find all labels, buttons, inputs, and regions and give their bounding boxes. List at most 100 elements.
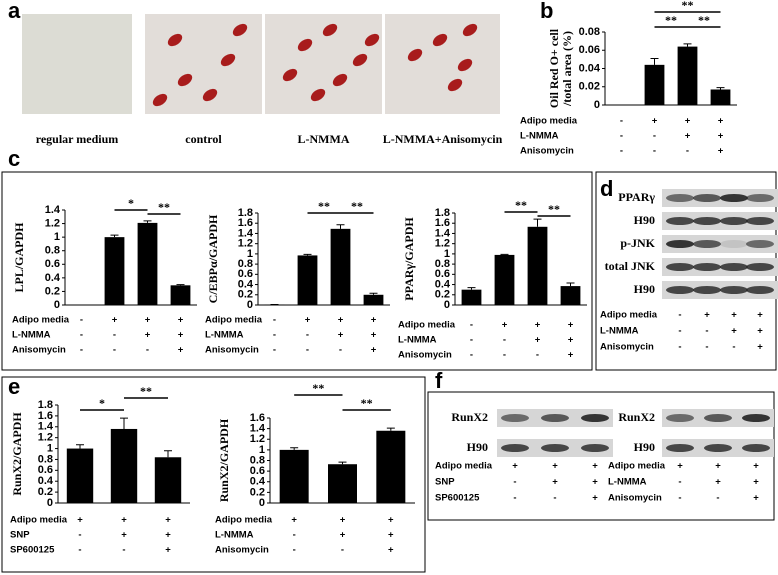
bar — [104, 237, 125, 305]
condition-name: L-NMMA — [215, 530, 254, 541]
y-tick-label: 0 — [54, 299, 60, 311]
condition-name: Anisomycin — [608, 493, 662, 504]
condition-name: Adipo media — [520, 116, 578, 127]
panel-c-frame — [1, 171, 593, 371]
blot-band — [581, 414, 609, 422]
y-tick-label: 0.4 — [38, 475, 54, 487]
condition-name: Anisomycin — [600, 342, 654, 353]
condition-sign: + — [178, 315, 184, 326]
condition-sign: + — [145, 315, 151, 326]
condition-sign: + — [338, 315, 344, 326]
stained-cell — [447, 78, 463, 92]
y-axis-label: RunX2/GAPDH — [217, 418, 231, 502]
y-tick-label: 0.06 — [579, 44, 600, 56]
y-tick-label: 1.8 — [435, 207, 450, 219]
condition-sign: + — [704, 310, 710, 321]
condition-sign: + — [592, 477, 598, 488]
error-bar — [120, 417, 128, 429]
blot-band — [693, 194, 721, 202]
error-bar — [336, 224, 345, 229]
y-tick-label: 0.2 — [38, 486, 53, 498]
condition-sign: + — [178, 345, 184, 356]
y-tick-label: 1.4 — [38, 421, 54, 433]
blot-band — [742, 414, 770, 422]
micrograph — [385, 14, 500, 114]
y-tick-label: 0.2 — [238, 289, 253, 301]
y-tick-label: 0.8 — [238, 258, 253, 270]
condition-name: SNP — [435, 477, 455, 488]
band-label: p-JNK — [620, 236, 655, 250]
condition-name: Adipo media — [205, 315, 263, 326]
bar — [170, 285, 191, 305]
image-caption: L-NMMA — [298, 132, 350, 146]
error-bar — [566, 282, 575, 287]
condition-sign: + — [502, 320, 508, 331]
y-tick-label: 0 — [259, 497, 265, 509]
error-bar — [110, 234, 119, 238]
condition-sign: - — [470, 320, 473, 331]
panel-e-frame — [1, 376, 426, 573]
error-bar — [716, 87, 725, 90]
condition-name: L-NMMA — [12, 330, 51, 341]
error-bar — [683, 43, 692, 47]
condition-sign: - — [653, 146, 656, 157]
y-tick-label: 1.6 — [435, 217, 450, 229]
condition-sign: + — [677, 461, 683, 472]
condition-sign: - — [503, 350, 506, 361]
bar — [644, 64, 665, 105]
bar — [710, 89, 731, 105]
y-axis-label: LPL/GAPDH — [12, 222, 26, 293]
y-tick-label: 0 — [594, 99, 600, 111]
significance-label: ** — [318, 199, 330, 213]
y-tick-label: 1 — [54, 231, 60, 243]
bar — [363, 294, 384, 305]
panel-label: a — [8, 0, 21, 23]
y-tick-label: 1.2 — [45, 217, 60, 229]
blot-band — [666, 444, 694, 452]
condition-sign: + — [178, 330, 184, 341]
error-bar — [369, 292, 378, 295]
stained-cell — [177, 73, 193, 87]
condition-sign: + — [371, 345, 377, 356]
stained-cell — [462, 23, 478, 37]
stained-cell — [220, 53, 236, 67]
y-tick-label: 1.2 — [238, 238, 253, 250]
blot-band — [541, 414, 569, 422]
error-bar — [386, 427, 395, 431]
condition-sign: - — [306, 345, 309, 356]
condition-sign: + — [685, 131, 691, 142]
condition-sign: + — [340, 515, 346, 526]
condition-sign: + — [535, 335, 541, 346]
condition-name: Adipo media — [398, 320, 456, 331]
condition-name: L-NMMA — [398, 335, 437, 346]
y-tick-label: 1.2 — [38, 432, 53, 444]
blot-band — [666, 194, 694, 202]
condition-sign: + — [552, 477, 558, 488]
y-tick-label: 1.6 — [38, 410, 53, 422]
blot-band — [693, 217, 721, 225]
blot-band — [704, 444, 732, 452]
significance-label: * — [128, 196, 134, 210]
condition-name: Adipo media — [215, 515, 273, 526]
condition-sign: - — [339, 345, 342, 356]
condition-sign: + — [757, 342, 763, 353]
condition-name: Anisomycin — [520, 146, 574, 157]
band-label: H90 — [634, 282, 655, 296]
blot-band — [693, 286, 721, 294]
condition-name: SNP — [10, 530, 30, 541]
condition-sign: - — [553, 493, 556, 504]
error-bar — [290, 447, 299, 450]
y-tick-label: 0.2 — [435, 289, 450, 301]
error-bar — [533, 218, 542, 227]
y-tick-label: 1.4 — [250, 423, 266, 435]
y-tick-label: 0.2 — [45, 285, 60, 297]
condition-name: Anisomycin — [205, 345, 259, 356]
y-tick-label: 0.6 — [250, 465, 265, 477]
condition-sign: - — [273, 330, 276, 341]
bar — [137, 222, 158, 305]
y-tick-label: 0.8 — [250, 454, 265, 466]
condition-sign: + — [652, 116, 658, 127]
significance-label: ** — [361, 396, 373, 410]
stained-cell — [310, 88, 326, 102]
